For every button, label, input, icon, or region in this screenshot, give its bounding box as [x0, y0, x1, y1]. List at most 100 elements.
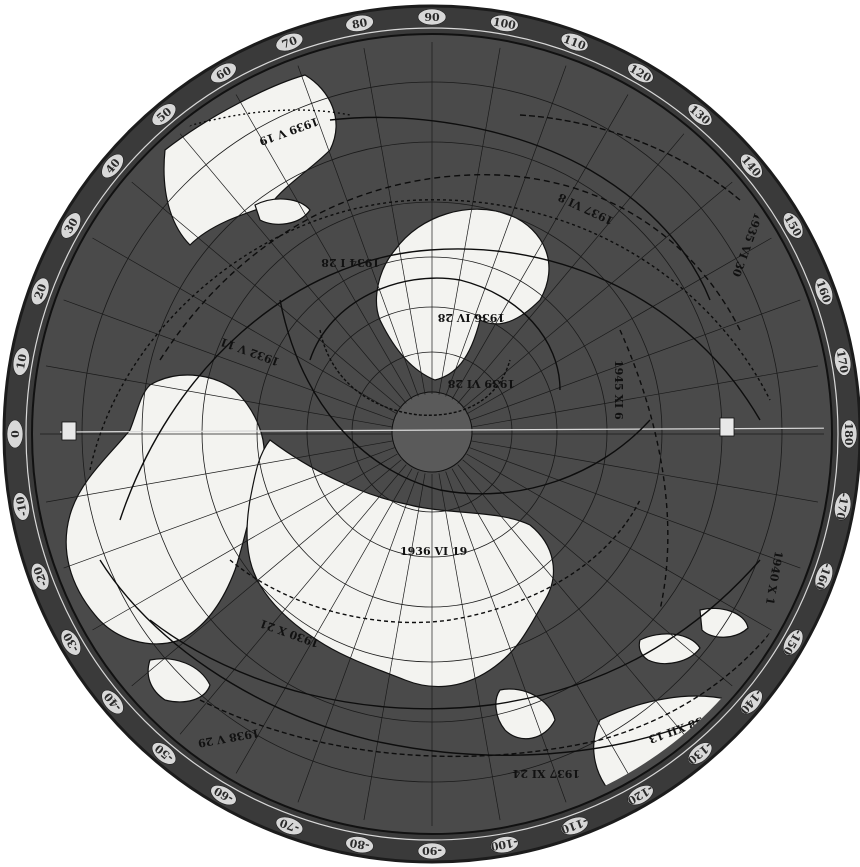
- land-island-top: [254, 198, 311, 225]
- rim-label-badge: [834, 492, 852, 521]
- rim-label-badge: [740, 689, 763, 715]
- eclipse-path-3: [89, 199, 771, 471]
- rim-label-badge: [814, 562, 834, 591]
- eclipse-path-5: [199, 589, 801, 758]
- land-island-right: [638, 633, 701, 665]
- eclipse-path-11: [279, 299, 651, 495]
- meridian-line: [469, 447, 808, 572]
- rim-label: 10: [14, 353, 30, 371]
- rim-label-badge: [275, 816, 304, 836]
- meridian-line: [174, 127, 407, 404]
- meridian-line: [56, 296, 395, 421]
- eclipse-path-9: [174, 109, 351, 131]
- rim-label-badge: [101, 689, 124, 715]
- eclipse-path-1: [159, 174, 741, 361]
- rim-label-badge: [687, 103, 713, 126]
- path-label-1937-xi-24: 1937 XI 24: [512, 767, 580, 780]
- rim-label-badge: [60, 212, 82, 239]
- rim-label: 20: [32, 282, 50, 301]
- rim-label-badge: [345, 14, 374, 32]
- meridian-line: [457, 127, 690, 404]
- meridian-line: [85, 453, 398, 635]
- rim-label-badge: [12, 492, 30, 521]
- meridian-line: [40, 440, 393, 504]
- eclipse-path-7: [229, 499, 641, 624]
- meridian-line: [231, 87, 413, 400]
- rim-label: 180: [842, 423, 855, 446]
- meridian-line: [362, 42, 426, 395]
- rim-label-badge: [417, 8, 447, 26]
- meridian-line: [125, 176, 402, 409]
- rim-label-badge: [210, 62, 237, 84]
- meridian-lines: [40, 42, 824, 826]
- rim-label: -90: [422, 844, 442, 857]
- meridian-line: [462, 176, 739, 409]
- land-south-asia: [147, 658, 211, 703]
- rim-label-badge: [30, 277, 50, 306]
- rim-label-badge: [490, 14, 519, 32]
- path-label-1936-iv-28: 1936 IV 28: [437, 311, 505, 324]
- eclipse-path-4: [149, 559, 761, 710]
- rim-label-badge: [6, 419, 24, 449]
- rim-label: 80: [351, 16, 369, 32]
- rim-label: -100: [489, 835, 519, 853]
- meridian-line: [451, 468, 633, 781]
- meridian-line: [471, 440, 824, 504]
- meridian-line: [466, 233, 779, 415]
- rim-label-badge: [345, 836, 374, 854]
- land-asia: [246, 439, 554, 688]
- meridian-line: [466, 453, 779, 635]
- rim-label-badge: [12, 347, 30, 376]
- meridian-line: [451, 87, 633, 400]
- eclipse-path-12: [319, 329, 511, 416]
- land-africa: [65, 374, 265, 645]
- rim-label-badge: [60, 629, 82, 656]
- meridian-line: [362, 473, 426, 826]
- meridian-line: [294, 58, 419, 397]
- eclipse-path-2: [119, 248, 761, 521]
- rim-label-badge: [814, 277, 834, 306]
- path-label-1939-vi-28: 1939 VI 28: [447, 377, 515, 390]
- eclipse-path-8: [329, 116, 711, 301]
- polar-cap: [391, 391, 473, 473]
- meridian-line: [56, 447, 395, 572]
- rim-label-badge: [834, 347, 852, 376]
- rim-label-badge: [101, 153, 124, 179]
- path-label-1936-vi-19: 1936 VI 19: [400, 545, 467, 558]
- rim-label-badge: [417, 842, 447, 860]
- meridian-line: [457, 464, 690, 741]
- rim-marker-left: [61, 421, 77, 441]
- rim-label: 0: [9, 430, 22, 438]
- rim-label-badge: [627, 62, 654, 84]
- rim-label-badge: [560, 32, 589, 52]
- meridian-line: [125, 459, 402, 692]
- rim-label-badge: [627, 784, 654, 806]
- rim-label: -10: [14, 495, 30, 517]
- rim-label: -20: [31, 565, 50, 588]
- meridian-line: [462, 459, 739, 692]
- eclipse-path-13: [99, 559, 701, 756]
- rim-marker-right: [719, 417, 735, 437]
- rim-label: -80: [348, 836, 370, 852]
- meridian-line: [40, 364, 393, 428]
- eclipse-paths: [89, 109, 801, 758]
- rim-label-badge: [151, 742, 177, 765]
- rim-label-badge: [30, 562, 50, 591]
- meridian-line: [469, 296, 808, 421]
- rim-label: -70: [278, 816, 301, 835]
- meridian-line: [471, 364, 824, 428]
- eclipse-path-10: [519, 114, 741, 201]
- rim-label-badge: [275, 32, 304, 52]
- path-label-1934-i-28: 1934 I 28: [321, 256, 380, 269]
- meridian-line: [438, 42, 502, 395]
- meridian-line: [231, 468, 413, 781]
- rim-label-badge: [840, 419, 858, 449]
- land-island-right-2: [699, 607, 749, 638]
- rim-label: 90: [424, 11, 440, 24]
- eclipse-path-14: [619, 329, 669, 611]
- rim-label: 170: [834, 349, 851, 374]
- meridian-line: [445, 58, 570, 397]
- map-bezel-inner-line: [25, 27, 839, 841]
- meridian-line: [85, 233, 398, 415]
